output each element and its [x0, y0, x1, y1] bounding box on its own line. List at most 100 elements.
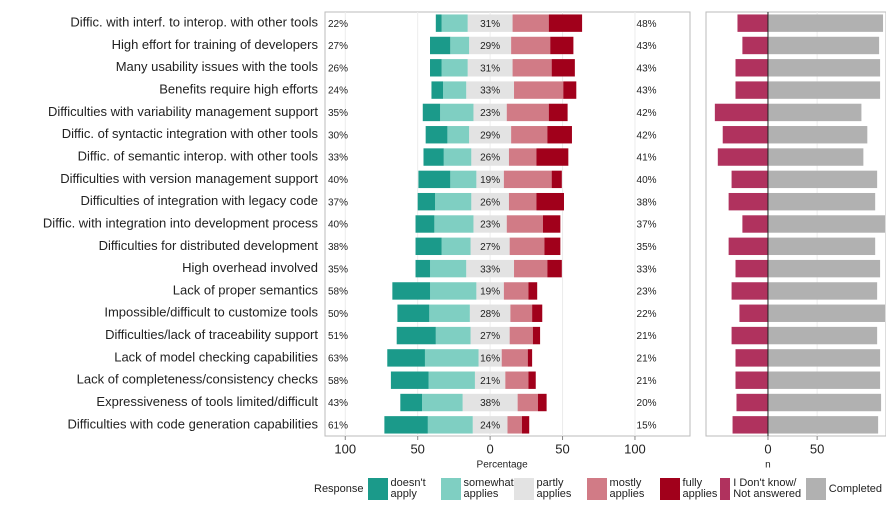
x-axis-label: n	[765, 460, 771, 471]
right-total-label: 43%	[637, 41, 657, 52]
value-label: 33%	[480, 264, 500, 275]
bar-segment	[742, 36, 768, 55]
bar-segment	[511, 126, 548, 144]
category-label: Diffic. with interf. to interop. with ot…	[70, 15, 318, 30]
right-total-label: 37%	[637, 220, 657, 231]
bar-segment	[422, 393, 463, 412]
bar-segment	[563, 81, 577, 99]
right-total-label: 41%	[637, 153, 657, 164]
bar-segment	[548, 14, 583, 32]
legend: I Don't know/ Not answered Completed	[720, 478, 886, 500]
bar-segment	[514, 81, 564, 99]
bar-segment	[767, 170, 878, 189]
bar-segment	[547, 126, 572, 144]
bar-segment	[435, 14, 442, 32]
bar-segment	[717, 148, 768, 166]
bar-segment	[544, 237, 561, 256]
left-total-label: 58%	[328, 376, 348, 387]
legend-label: fully applies	[682, 477, 718, 500]
legend-title: Response	[314, 483, 364, 495]
value-label: 24%	[480, 420, 500, 431]
value-label: 29%	[480, 41, 500, 52]
bar-segment	[528, 371, 536, 389]
bar-segment	[736, 393, 768, 412]
bar-segment	[478, 349, 502, 367]
category-label: Diffic. of semantic interop. with other …	[78, 148, 319, 163]
value-label: 27%	[480, 331, 500, 342]
bar-segment	[536, 148, 569, 166]
left-total-label: 37%	[328, 197, 348, 208]
bar-segment	[714, 103, 768, 122]
bar-segment	[503, 282, 529, 300]
left-total-label: 40%	[328, 175, 348, 186]
right-total-label: 22%	[637, 309, 657, 320]
x-tick-label: 100	[334, 441, 356, 456]
bar-segment	[735, 349, 768, 367]
right-total-label: 20%	[637, 398, 657, 409]
bar-segment	[767, 237, 876, 256]
value-label: 28%	[480, 309, 500, 320]
x-tick-label: 50	[555, 441, 569, 456]
right-total-label: 15%	[637, 420, 657, 431]
bar-segment	[508, 148, 537, 166]
left-total-label: 24%	[328, 86, 348, 97]
bar-segment	[467, 14, 513, 32]
left-total-label: 22%	[328, 19, 348, 30]
bar-segment	[430, 59, 442, 77]
category-label: Impossible/difficult to customize tools	[104, 305, 318, 320]
bar-segment	[450, 170, 477, 189]
bar-segment	[514, 259, 548, 278]
bar-segment	[422, 103, 441, 122]
category-label: Difficulties for distributed development	[99, 238, 319, 253]
bar-segment	[508, 192, 537, 211]
legend-swatch	[586, 478, 607, 500]
bar-segment	[767, 148, 864, 166]
bar-segment	[441, 14, 468, 32]
x-tick-label: 0	[487, 441, 494, 456]
bar-segment	[512, 59, 552, 77]
legend-swatch	[805, 478, 826, 500]
bar-segment	[390, 371, 429, 389]
bar-segment	[415, 237, 442, 256]
left-total-label: 43%	[328, 398, 348, 409]
bar-segment	[532, 304, 543, 322]
bar-segment	[728, 192, 768, 211]
value-label: 21%	[480, 376, 500, 387]
bar-segment	[728, 237, 768, 256]
bar-segment	[472, 416, 508, 434]
category-label: Lack of model checking capabilities	[114, 349, 318, 364]
right-total-label: 21%	[637, 331, 657, 342]
bar-segment	[430, 36, 451, 55]
bar-segment	[742, 215, 768, 233]
left-total-label: 27%	[328, 41, 348, 52]
category-label: Expressiveness of tools limited/difficul…	[96, 394, 318, 409]
bar-segment	[735, 59, 768, 77]
bar-segment	[476, 282, 504, 300]
bar-segment	[536, 192, 564, 211]
x-tick-label: 50	[810, 441, 824, 456]
category-label: Diffic. of syntactic integration with ot…	[62, 126, 319, 141]
bar-segment	[537, 393, 547, 412]
value-label: 19%	[480, 175, 500, 186]
right-total-label: 23%	[637, 287, 657, 298]
category-label: Difficulties of integration with legacy …	[81, 193, 319, 208]
value-label: 27%	[480, 242, 500, 253]
bar-segment	[503, 170, 552, 189]
category-label: High overhead involved	[182, 260, 318, 275]
bar-segment	[501, 349, 528, 367]
legend-swatch	[659, 478, 680, 500]
category-label: Difficulties/lack of traceability suppor…	[105, 327, 318, 342]
x-tick-label: 100	[624, 441, 646, 456]
bar-segment	[527, 349, 533, 367]
bar-segment	[397, 304, 430, 322]
right-total-label: 21%	[637, 354, 657, 365]
left-total-label: 50%	[328, 309, 348, 320]
right-total-label: 43%	[637, 63, 657, 74]
right-total-label: 21%	[637, 376, 657, 387]
bar-segment	[542, 215, 561, 233]
value-label: 33%	[480, 86, 500, 97]
bar-segment	[474, 371, 506, 389]
legend-swatch	[440, 478, 461, 500]
left-total-label: 63%	[328, 354, 348, 365]
